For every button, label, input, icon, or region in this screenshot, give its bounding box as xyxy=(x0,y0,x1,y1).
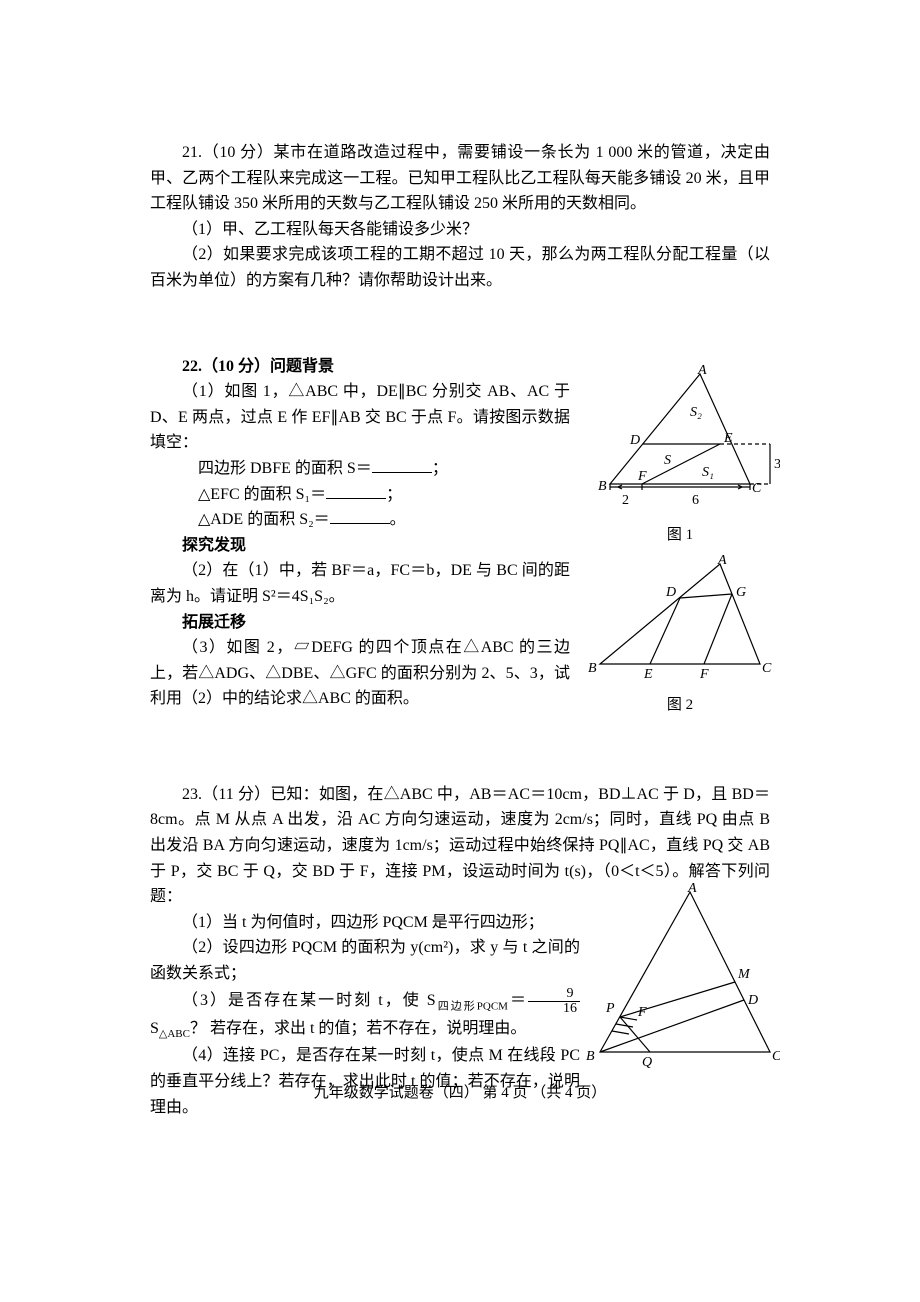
figure-1-svg: A B C D E F S S₁ S₂ 2 6 3 xyxy=(580,364,780,514)
q22-sub2: 拓展迁移 xyxy=(150,610,570,636)
q22-line-s2-label: △ADE 的面积 S₂＝ xyxy=(198,511,330,528)
fig2-label-B: B xyxy=(588,661,597,676)
q23-p3: （3）是否存在某一时刻 t，使 S四边形PQCM＝916 S△ABC？ 若存在，求… xyxy=(150,987,580,1044)
q23-p1: （1）当 t 为何值时，四边形 PQCM 是平行四边形； xyxy=(150,910,580,936)
fig1-label-E: E xyxy=(723,431,733,446)
q22-line-s1: △EFC 的面积 S₁＝； xyxy=(150,482,570,508)
frac-num: 9 xyxy=(528,987,580,1002)
q22-line-s2: △ADE 的面积 S₂＝。 xyxy=(150,507,570,533)
page-footer: 九年级数学试题卷（四） 第 4 页 （共 4 页） xyxy=(150,1081,770,1102)
q22-p2: （2）在（1）中，若 BF＝a，FC＝b，DE 与 BC 间的距离为 h。请证明… xyxy=(150,558,570,609)
fig1-label-F: F xyxy=(637,469,647,484)
question-23: 23.（11 分）已知：如图，在△ABC 中，AB＝AC＝10cm，BD⊥AC … xyxy=(150,782,770,1120)
figure-2: A B C D G E F 图 2 xyxy=(580,554,780,714)
frac-den: 16 xyxy=(528,1002,580,1016)
fig1-label-3: 3 xyxy=(774,457,780,472)
figure-1: A B C D E F S S₁ S₂ 2 6 3 图 1 xyxy=(580,364,780,544)
fig3-label-D: D xyxy=(747,993,758,1008)
q22-heading: 22.（10 分）问题背景 xyxy=(150,354,570,380)
q23-p3f: ？ 若存在，求出 t 的值；若不存在，说明理由。 xyxy=(190,1020,526,1037)
fig3-label-Q: Q xyxy=(642,1055,652,1070)
figure-1-caption: 图 1 xyxy=(580,523,780,544)
q21-part1: （1）甲、乙工程队每天各能铺设多少米？ xyxy=(150,217,770,243)
q21-heading: 21.（10 分）某市在道路改造过程中，需要铺设一条长为 1 000 米的管道，… xyxy=(150,140,770,217)
fig3-label-P: P xyxy=(605,1001,615,1016)
fig3-label-M: M xyxy=(737,967,751,982)
fig2-label-F: F xyxy=(699,667,709,682)
q22-p3: （3）如图 2，▱DEFG 的四个顶点在△ABC 的三边上，若△ADG、△DBE… xyxy=(150,635,570,712)
fig3-label-F: F xyxy=(637,1005,647,1020)
fig1-label-S: S xyxy=(664,453,671,468)
fig2-label-G: G xyxy=(736,585,746,600)
figure-2-caption: 图 2 xyxy=(580,693,780,714)
figure-3-svg: A B C D M P Q F xyxy=(580,882,780,1072)
question-21: 21.（10 分）某市在道路改造过程中，需要铺设一条长为 1 000 米的管道，… xyxy=(150,140,770,294)
figure-3: A B C D M P Q F xyxy=(580,882,780,1077)
q23-p3d: S xyxy=(150,1020,159,1037)
q22-sub1: 探究发现 xyxy=(150,533,570,559)
q22-line-s-label: 四边形 DBFE 的面积 S＝ xyxy=(198,460,372,477)
blank-s xyxy=(372,456,432,473)
fig3-label-B: B xyxy=(586,1049,595,1064)
fig1-label-A: A xyxy=(697,364,707,378)
fig1-label-D: D xyxy=(629,433,640,448)
q21-part2: （2）如果要求完成该项工程的工期不超过 10 天，那么为两工程队分配工程量（以百… xyxy=(150,242,770,293)
fig2-label-D: D xyxy=(665,585,676,600)
fig2-label-C: C xyxy=(762,661,772,676)
blank-s2 xyxy=(330,507,390,524)
q23-p3e: △ABC xyxy=(159,1028,190,1040)
fig1-label-B: B xyxy=(598,479,607,494)
blank-s1 xyxy=(326,482,386,499)
q22-p1: （1）如图 1，△ABC 中，DE∥BC 分别交 AB、AC 于 D、E 两点，… xyxy=(150,379,570,456)
q23-p2: （2）设四边形 PQCM 的面积为 y(cm²)，求 y 与 t 之间的函数关系… xyxy=(150,935,580,986)
fraction-icon: 916 xyxy=(528,987,580,1016)
fig1-label-S1: S₁ xyxy=(702,465,714,480)
q22-line-s1-label: △EFC 的面积 S₁＝ xyxy=(198,486,326,503)
fig1-label-C: C xyxy=(752,481,762,496)
fig1-label-6: 6 xyxy=(692,493,699,508)
fig1-label-2: 2 xyxy=(622,493,629,508)
q22-line-s: 四边形 DBFE 的面积 S＝； xyxy=(150,456,570,482)
fig2-label-E: E xyxy=(643,667,653,682)
fig3-label-C: C xyxy=(772,1049,780,1064)
q23-p3a: （3）是否存在某一时刻 t，使 S xyxy=(182,992,436,1009)
fig1-label-S2: S₂ xyxy=(690,405,702,420)
q23-p3b: 四边形PQCM xyxy=(436,1000,508,1012)
fig3-label-A: A xyxy=(687,882,697,896)
fig2-label-A: A xyxy=(717,554,727,568)
q23-p3c: ＝ xyxy=(508,992,528,1009)
figure-2-svg: A B C D G E F xyxy=(580,554,780,684)
question-22: 22.（10 分）问题背景 （1）如图 1，△ABC 中，DE∥BC 分别交 A… xyxy=(150,354,770,712)
